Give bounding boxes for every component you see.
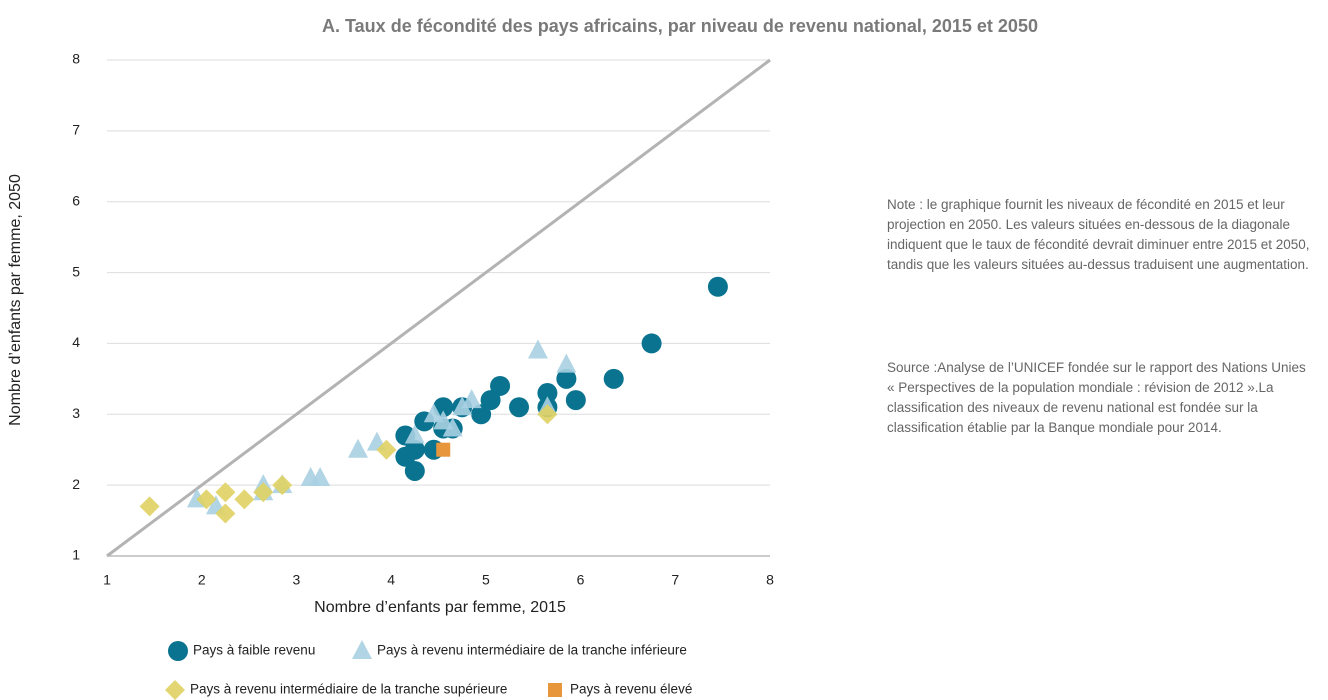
point [603, 368, 624, 389]
point [376, 439, 397, 460]
x-tick-label: 2 [198, 572, 206, 588]
point [436, 442, 451, 457]
point [404, 424, 425, 444]
point [490, 375, 511, 396]
legend-marker [548, 683, 562, 697]
point [272, 475, 293, 496]
point [641, 333, 662, 354]
point [139, 496, 160, 517]
point [537, 383, 558, 404]
legend-marker [165, 680, 185, 700]
y-tick-label: 5 [72, 263, 80, 279]
point [442, 417, 463, 437]
point [509, 397, 530, 418]
point [707, 276, 728, 297]
point [253, 482, 274, 503]
point [234, 489, 255, 510]
chart-title: A. Taux de fécondité des pays africains,… [322, 16, 1038, 36]
point [537, 404, 558, 425]
legend-label: Pays à faible revenu [193, 643, 315, 658]
legend-label: Pays à revenu intermédiaire de la tranch… [190, 682, 507, 697]
point [527, 339, 548, 359]
x-axis-label: Nombre d’enfants par femme, 2015 [314, 599, 566, 616]
y-tick-label: 4 [72, 334, 80, 350]
point [404, 460, 425, 481]
point [471, 404, 492, 425]
point [433, 410, 454, 430]
y-tick-label: 1 [72, 547, 80, 563]
x-tick-label: 8 [766, 572, 774, 588]
legend-marker [168, 641, 188, 661]
point [423, 403, 444, 423]
x-tick-label: 5 [482, 572, 490, 588]
x-tick-label: 1 [103, 572, 111, 588]
point [347, 438, 368, 458]
diagonal-line [106, 58, 771, 558]
x-tick-label: 4 [387, 572, 395, 588]
y-tick-label: 6 [72, 192, 80, 208]
point [480, 390, 501, 411]
point [556, 353, 577, 373]
y-tick-label: 2 [72, 476, 80, 492]
point [215, 503, 236, 524]
point [404, 439, 425, 460]
note: Note : le graphique fournit les niveaux … [887, 197, 1310, 272]
x-tick-label: 6 [577, 572, 585, 588]
y-tick-label: 7 [72, 122, 80, 138]
y-tick-label: 3 [72, 405, 80, 421]
x-tick-label: 3 [293, 572, 301, 588]
y-axis-label: Nombre d’enfants par femme, 2050 [7, 174, 24, 426]
x-tick-label: 7 [671, 572, 679, 588]
source: Source :Analyse de l’UNICEF fondée sur l… [887, 360, 1306, 435]
point [565, 390, 586, 411]
legend-marker [352, 640, 372, 659]
point [215, 482, 236, 503]
point [452, 396, 473, 416]
legend-label: Pays à revenu élevé [570, 682, 692, 697]
point [196, 489, 217, 510]
legend-label: Pays à revenu intermédiaire de la tranch… [377, 643, 687, 658]
point [556, 368, 577, 389]
point [300, 467, 321, 487]
point [461, 389, 482, 409]
y-tick-label: 8 [72, 51, 80, 67]
